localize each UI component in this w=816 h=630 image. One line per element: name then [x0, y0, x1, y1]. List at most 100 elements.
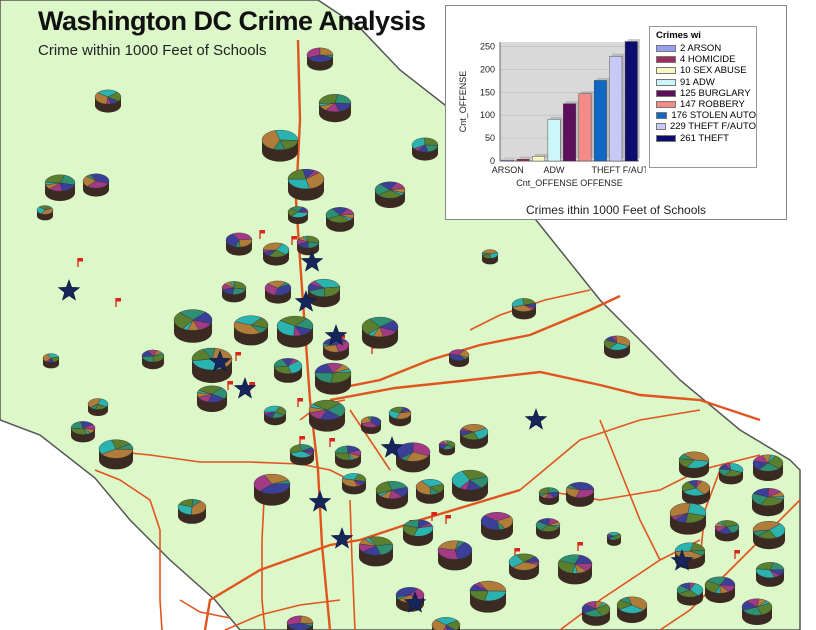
legend-item: 2 ARSON	[650, 43, 756, 54]
school-flag-icon	[115, 298, 121, 307]
legend-label: 125 BURGLARY	[680, 87, 751, 99]
legend-label: 10 SEX ABUSE	[680, 65, 747, 77]
crime-pie-chart-icon	[341, 473, 367, 495]
y-tick-label: 250	[480, 42, 495, 52]
chart-inset: 0 50 100 150 200 250 ARSON ADW THEFT F/AUTO Cnt_O…	[445, 5, 787, 220]
bar	[563, 103, 576, 162]
crime-pie-chart-icon	[480, 512, 514, 541]
crime-pie-chart-icon	[264, 280, 292, 304]
crime-pie-chart-icon	[741, 598, 773, 625]
crime-pie-chart-icon	[481, 249, 499, 265]
crime-pie-chart-icon	[273, 358, 303, 383]
crime-pie-chart-icon	[261, 129, 299, 162]
x-tick-label: ARSON	[492, 165, 524, 175]
legend-title: Crimes wi	[656, 30, 701, 41]
legend-item: 147 ROBBERY	[650, 99, 756, 110]
legend-swatch	[656, 89, 676, 97]
bar	[578, 93, 592, 162]
legend-swatch	[656, 134, 676, 142]
y-tick-label: 0	[490, 156, 495, 166]
crime-pie-chart-icon	[752, 454, 784, 481]
y-tick-label: 100	[480, 110, 495, 120]
school-flag-icon	[445, 515, 451, 524]
offense-bar-chart: 0 50 100 150 200 250 ARSON ADW THEFT F/AUTO Cnt_O…	[458, 39, 646, 188]
bar	[516, 158, 530, 162]
crime-pie-chart-icon	[535, 518, 561, 540]
legend-label: 176 STOLEN AUTO	[671, 110, 756, 122]
star-marker-icon	[208, 350, 232, 372]
bar	[624, 41, 638, 162]
school-flag-icon	[329, 438, 335, 447]
star-marker-icon	[57, 279, 81, 301]
crime-pie-chart-icon	[448, 349, 470, 367]
map-subtitle: Crime within 1000 Feet of Schools	[38, 42, 267, 59]
star-marker-icon	[380, 436, 404, 458]
crime-pie-chart-icon	[173, 309, 213, 343]
crime-pie-chart-icon	[306, 47, 334, 71]
school-flag-icon	[431, 512, 437, 521]
road	[261, 479, 266, 630]
crime-pie-chart-icon	[415, 479, 445, 504]
crime-pie-chart-icon	[233, 315, 269, 346]
crime-pie-chart-icon	[375, 481, 409, 510]
crime-pie-chart-icon	[557, 554, 593, 585]
x-tick-label: ADW	[544, 165, 566, 175]
legend-item: 10 SEX ABUSE	[650, 65, 756, 76]
star-marker-icon	[403, 591, 427, 613]
star-marker-icon	[294, 290, 318, 312]
crime-pie-chart-icon	[221, 281, 247, 303]
crime-pie-chart-icon	[581, 601, 611, 626]
crime-pie-chart-icon	[225, 232, 253, 256]
legend-item: 261 THEFT	[650, 133, 756, 144]
legend-label: 229 THEFT F/AUTO	[669, 121, 756, 133]
school-flag-icon	[297, 398, 303, 407]
bar	[594, 80, 607, 162]
crime-pie-chart-icon	[751, 488, 785, 517]
crime-pie-chart-icon	[678, 451, 710, 478]
star-marker-icon	[324, 324, 348, 346]
school-flag-icon	[77, 258, 83, 267]
crime-pie-chart-icon	[469, 580, 507, 613]
road	[94, 469, 163, 630]
crime-pie-chart-icon	[395, 442, 431, 473]
crime-pie-chart-icon	[94, 89, 122, 113]
crime-pie-chart-icon	[70, 421, 96, 443]
bar	[532, 156, 545, 162]
star-markers	[57, 250, 694, 613]
x-tick-label: THEFT F/AUTO	[591, 165, 646, 175]
crime-pie-chart-icon	[253, 473, 291, 506]
crime-pie-chart-icon	[606, 531, 622, 546]
crime-pie-chart-icon	[411, 137, 439, 161]
crime-pie-chart-icon	[511, 298, 537, 320]
crime-pie-chart-icon	[669, 502, 707, 535]
crime-pie-chart-icon	[402, 519, 434, 546]
star-marker-icon	[330, 527, 354, 549]
school-flag-icon	[235, 352, 241, 361]
crime-pie-chart-icon	[308, 399, 346, 432]
legend-item: 229 THEFT F/AUTO	[650, 121, 756, 132]
star-marker-icon	[524, 408, 548, 430]
crime-pie-chart-icon	[755, 562, 785, 587]
crime-pie-chart-icon	[287, 168, 325, 201]
legend-item: 91 ADW	[650, 77, 756, 88]
crime-pie-chart-icon	[286, 615, 314, 630]
star-marker-icon	[308, 490, 332, 512]
road	[203, 488, 521, 630]
map-title: Washington DC Crime Analysis	[38, 6, 426, 36]
crime-pie-symbols	[36, 47, 786, 630]
star-marker-icon	[300, 250, 324, 272]
crime-pie-chart-icon	[508, 553, 540, 580]
legend-item: 4 HOMICIDE	[650, 54, 756, 65]
crime-pie-chart-icon	[459, 424, 489, 449]
x-axis-label: Cnt_OFFENSE OFFENSE	[516, 178, 623, 188]
crime-pie-chart-icon	[374, 181, 406, 208]
crime-pie-chart-icon	[603, 335, 631, 359]
road	[329, 294, 621, 392]
bar	[547, 119, 561, 162]
legend-label: 91 ADW	[680, 76, 715, 88]
crime-pie-chart-icon	[82, 173, 110, 197]
school-flag-icon	[259, 230, 265, 239]
legend-swatch	[656, 101, 676, 109]
crime-pie-chart-icon	[361, 316, 399, 349]
